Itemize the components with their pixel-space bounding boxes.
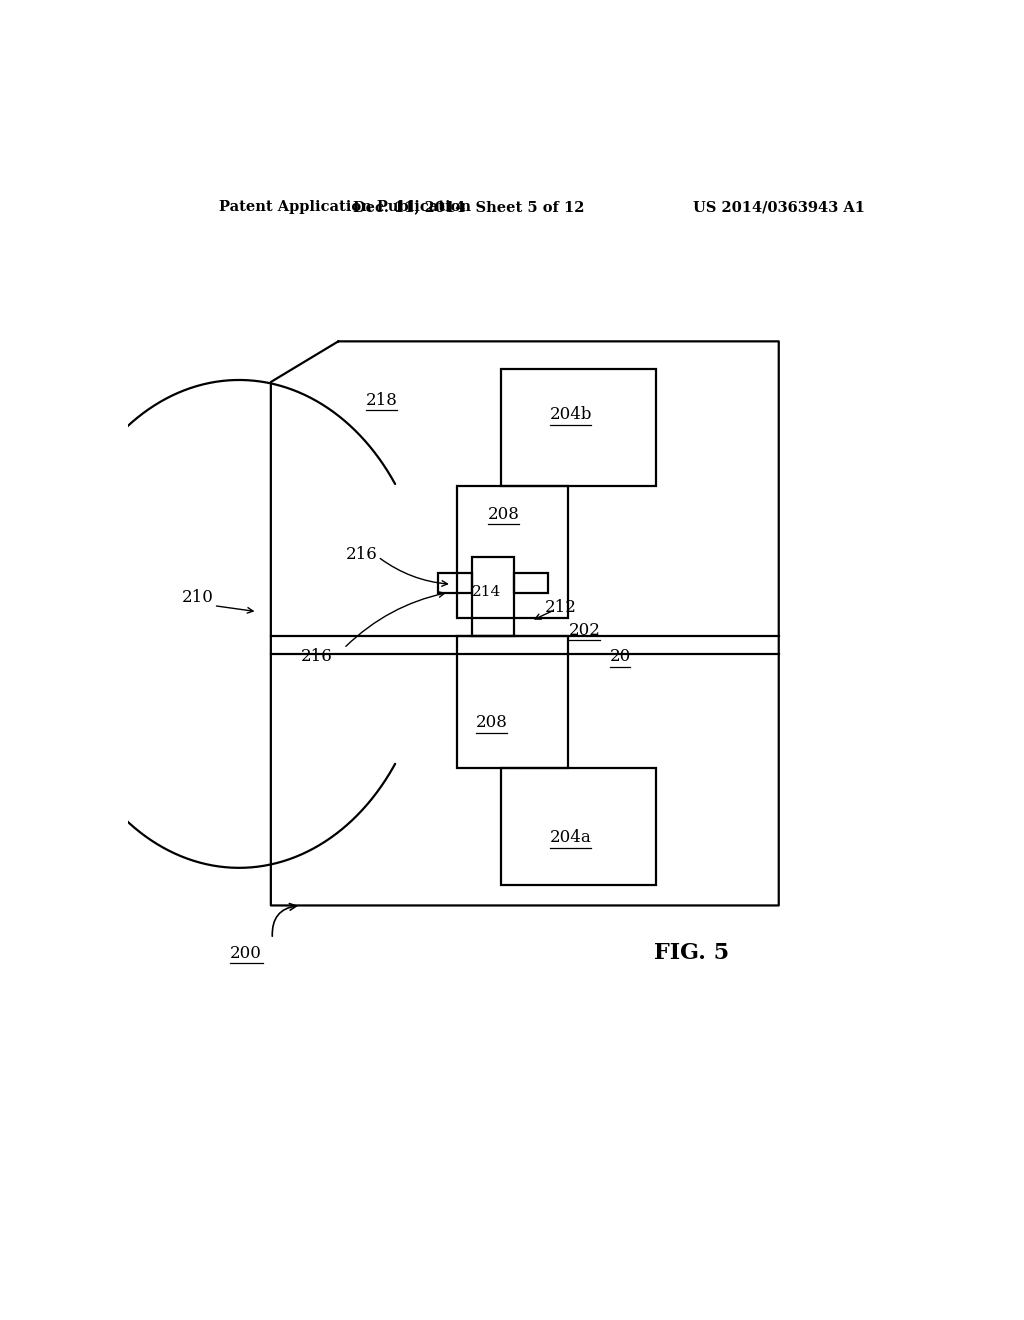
Text: 208: 208: [487, 506, 519, 523]
Text: 218: 218: [366, 392, 398, 409]
Text: FIG. 5: FIG. 5: [654, 942, 729, 964]
Bar: [458, 486, 568, 618]
Text: Dec. 11, 2014  Sheet 5 of 12: Dec. 11, 2014 Sheet 5 of 12: [353, 201, 585, 214]
Text: 216: 216: [346, 546, 378, 564]
Text: 202: 202: [568, 622, 600, 639]
Text: 200: 200: [229, 945, 261, 962]
Text: 212: 212: [545, 599, 577, 616]
Text: 20: 20: [609, 648, 631, 665]
Bar: [514, 573, 548, 594]
Text: 210: 210: [182, 589, 214, 606]
Text: 204b: 204b: [550, 407, 592, 422]
Text: Patent Application Publication: Patent Application Publication: [219, 201, 471, 214]
Text: 204a: 204a: [550, 829, 592, 846]
Bar: [501, 368, 655, 486]
Bar: [437, 573, 472, 594]
Bar: [501, 768, 655, 886]
Text: 208: 208: [475, 714, 508, 731]
Bar: [472, 557, 514, 636]
Text: 216: 216: [301, 648, 333, 665]
Text: US 2014/0363943 A1: US 2014/0363943 A1: [693, 201, 864, 214]
Bar: [458, 636, 568, 768]
Text: 214: 214: [472, 585, 502, 599]
